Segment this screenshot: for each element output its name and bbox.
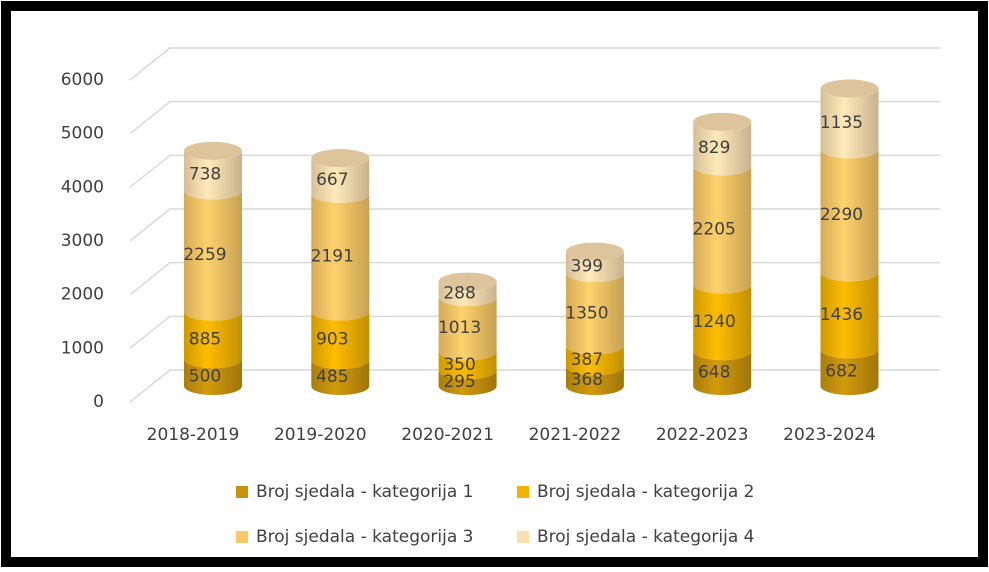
bar-segment [693, 121, 752, 176]
grid-line [129, 100, 940, 135]
legend-label: Broj sjedala - kategorija 2 [537, 482, 755, 502]
bar-top [820, 79, 879, 98]
grid-line [129, 369, 940, 403]
bar-segment [184, 311, 242, 369]
bar-segment [311, 311, 370, 369]
bar-segment [820, 88, 879, 159]
data-label: 2290 [820, 205, 863, 225]
grid-line [129, 154, 940, 188]
x-tick-label: 2023-2024 [783, 425, 876, 445]
bar-segment [311, 158, 370, 203]
data-label: 738 [189, 165, 221, 185]
y-tick-label: 5000 [61, 124, 104, 144]
data-label: 1013 [438, 318, 481, 338]
data-label: 1135 [820, 113, 863, 133]
y-tick-label: 4000 [61, 177, 104, 197]
bar-segment [693, 166, 752, 294]
bar-segment [820, 272, 879, 359]
legend-swatch [517, 531, 529, 543]
bar-top [565, 242, 624, 261]
bar-segment [438, 281, 497, 307]
data-label: 829 [698, 138, 730, 158]
data-label: 2259 [183, 245, 226, 265]
legend-swatch [236, 531, 248, 543]
legend-label: Broj sjedala - kategorija 4 [537, 527, 755, 547]
data-label: 1240 [693, 312, 736, 332]
bar-segment [184, 150, 242, 200]
data-label: 500 [189, 367, 221, 387]
data-label: 288 [443, 283, 475, 303]
legend-label: Broj sjedala - kategorija 1 [256, 482, 474, 502]
bar-segment [565, 273, 624, 355]
x-tick-label: 2020-2021 [401, 425, 494, 445]
data-label: 295 [443, 372, 475, 392]
y-tick-label: 6000 [61, 70, 104, 90]
bar-segment [311, 359, 370, 395]
data-label: 387 [571, 350, 603, 370]
data-label: 903 [316, 330, 348, 350]
bar-segment [565, 366, 624, 395]
x-tick-label: 2019-2020 [274, 425, 367, 445]
bar-segment [693, 351, 752, 395]
grid-line [129, 47, 940, 81]
bar-segment [693, 284, 752, 361]
bar-segment [438, 370, 497, 395]
legend-swatch [236, 486, 248, 498]
y-tick-label: 1000 [61, 338, 104, 358]
grid-line [129, 261, 940, 296]
data-label: 682 [825, 362, 857, 382]
bar-segment [184, 190, 242, 321]
bar-segment [184, 359, 242, 395]
bar-top [184, 141, 242, 160]
x-tick-label: 2022-2023 [656, 425, 749, 445]
y-tick-label: 0 [93, 392, 104, 412]
x-tick-label: 2021-2022 [529, 425, 622, 445]
data-label: 2205 [693, 220, 736, 240]
data-label: 667 [316, 170, 348, 190]
grid-line [129, 315, 940, 349]
grid-line [129, 208, 940, 242]
bar-top [311, 149, 370, 168]
data-label: 2191 [311, 247, 354, 267]
bar-segment [565, 345, 624, 376]
bar-segment [820, 149, 879, 282]
bar-top [693, 112, 752, 131]
data-label: 1350 [565, 303, 608, 323]
data-label: 399 [571, 256, 603, 276]
data-label: 648 [698, 363, 730, 383]
data-label: 350 [443, 355, 475, 375]
bar-segment [438, 297, 497, 361]
bar-top [438, 272, 497, 291]
y-tick-label: 2000 [61, 285, 104, 305]
data-label: 368 [571, 370, 603, 390]
bar-segment [311, 193, 370, 321]
legend-swatch [517, 486, 529, 498]
bar-segment [565, 251, 624, 283]
x-tick-label: 2018-2019 [147, 425, 240, 445]
data-label: 1436 [820, 305, 863, 325]
bar-segment [438, 351, 497, 380]
y-tick-label: 3000 [61, 231, 104, 251]
legend-label: Broj sjedala - kategorija 3 [256, 527, 474, 547]
bar-segment [820, 349, 879, 395]
data-label: 485 [316, 367, 348, 387]
data-label: 885 [189, 329, 221, 349]
